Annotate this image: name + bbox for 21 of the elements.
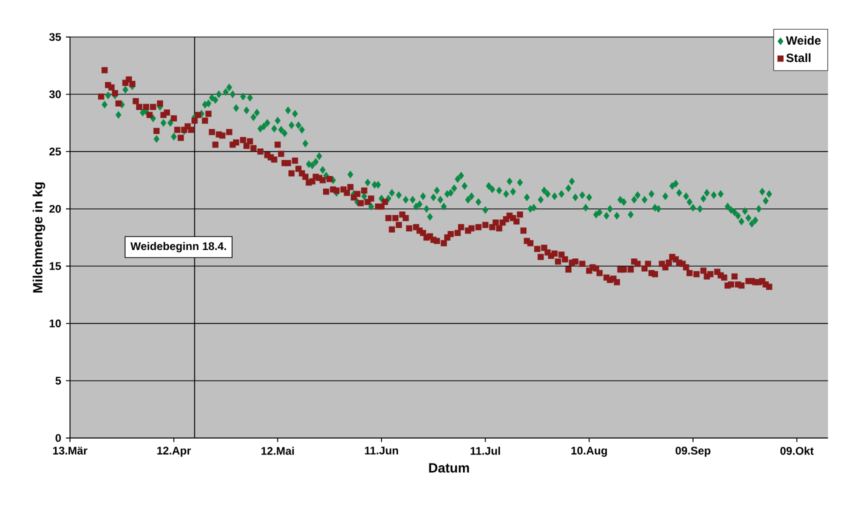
y-tick-label: 5	[55, 376, 61, 385]
legend-label: Stall	[786, 53, 810, 62]
x-axis-title: Datum	[429, 463, 469, 473]
y-tick-label: 25	[49, 148, 61, 156]
y-tick-label: 0	[56, 434, 61, 442]
ref-line-label: Weidebeginn 18.4.	[130, 242, 226, 252]
y-tick-label: 15	[50, 262, 61, 270]
x-tick-label: 11.Jul	[470, 446, 500, 455]
x-tick-label: 12.Mai	[261, 446, 294, 455]
y-tick-label: 30	[49, 90, 61, 98]
x-tick-label: 09.Okt	[780, 446, 814, 455]
y-tick-label: 20	[49, 204, 61, 213]
x-tick-label: 10.Aug	[571, 446, 607, 457]
x-tick-label: 13.Mär	[53, 446, 88, 455]
x-tick-label: 09.Sep	[676, 446, 710, 457]
y-tick-label: 10	[50, 320, 61, 328]
legend-label: Weide	[786, 36, 821, 45]
x-tick-label: 12.Apr	[157, 446, 191, 457]
y-axis-title: Milchmenge in kg	[32, 182, 46, 293]
y-tick-label: 35	[49, 33, 61, 41]
x-tick-label: 11.Jun	[364, 446, 398, 454]
